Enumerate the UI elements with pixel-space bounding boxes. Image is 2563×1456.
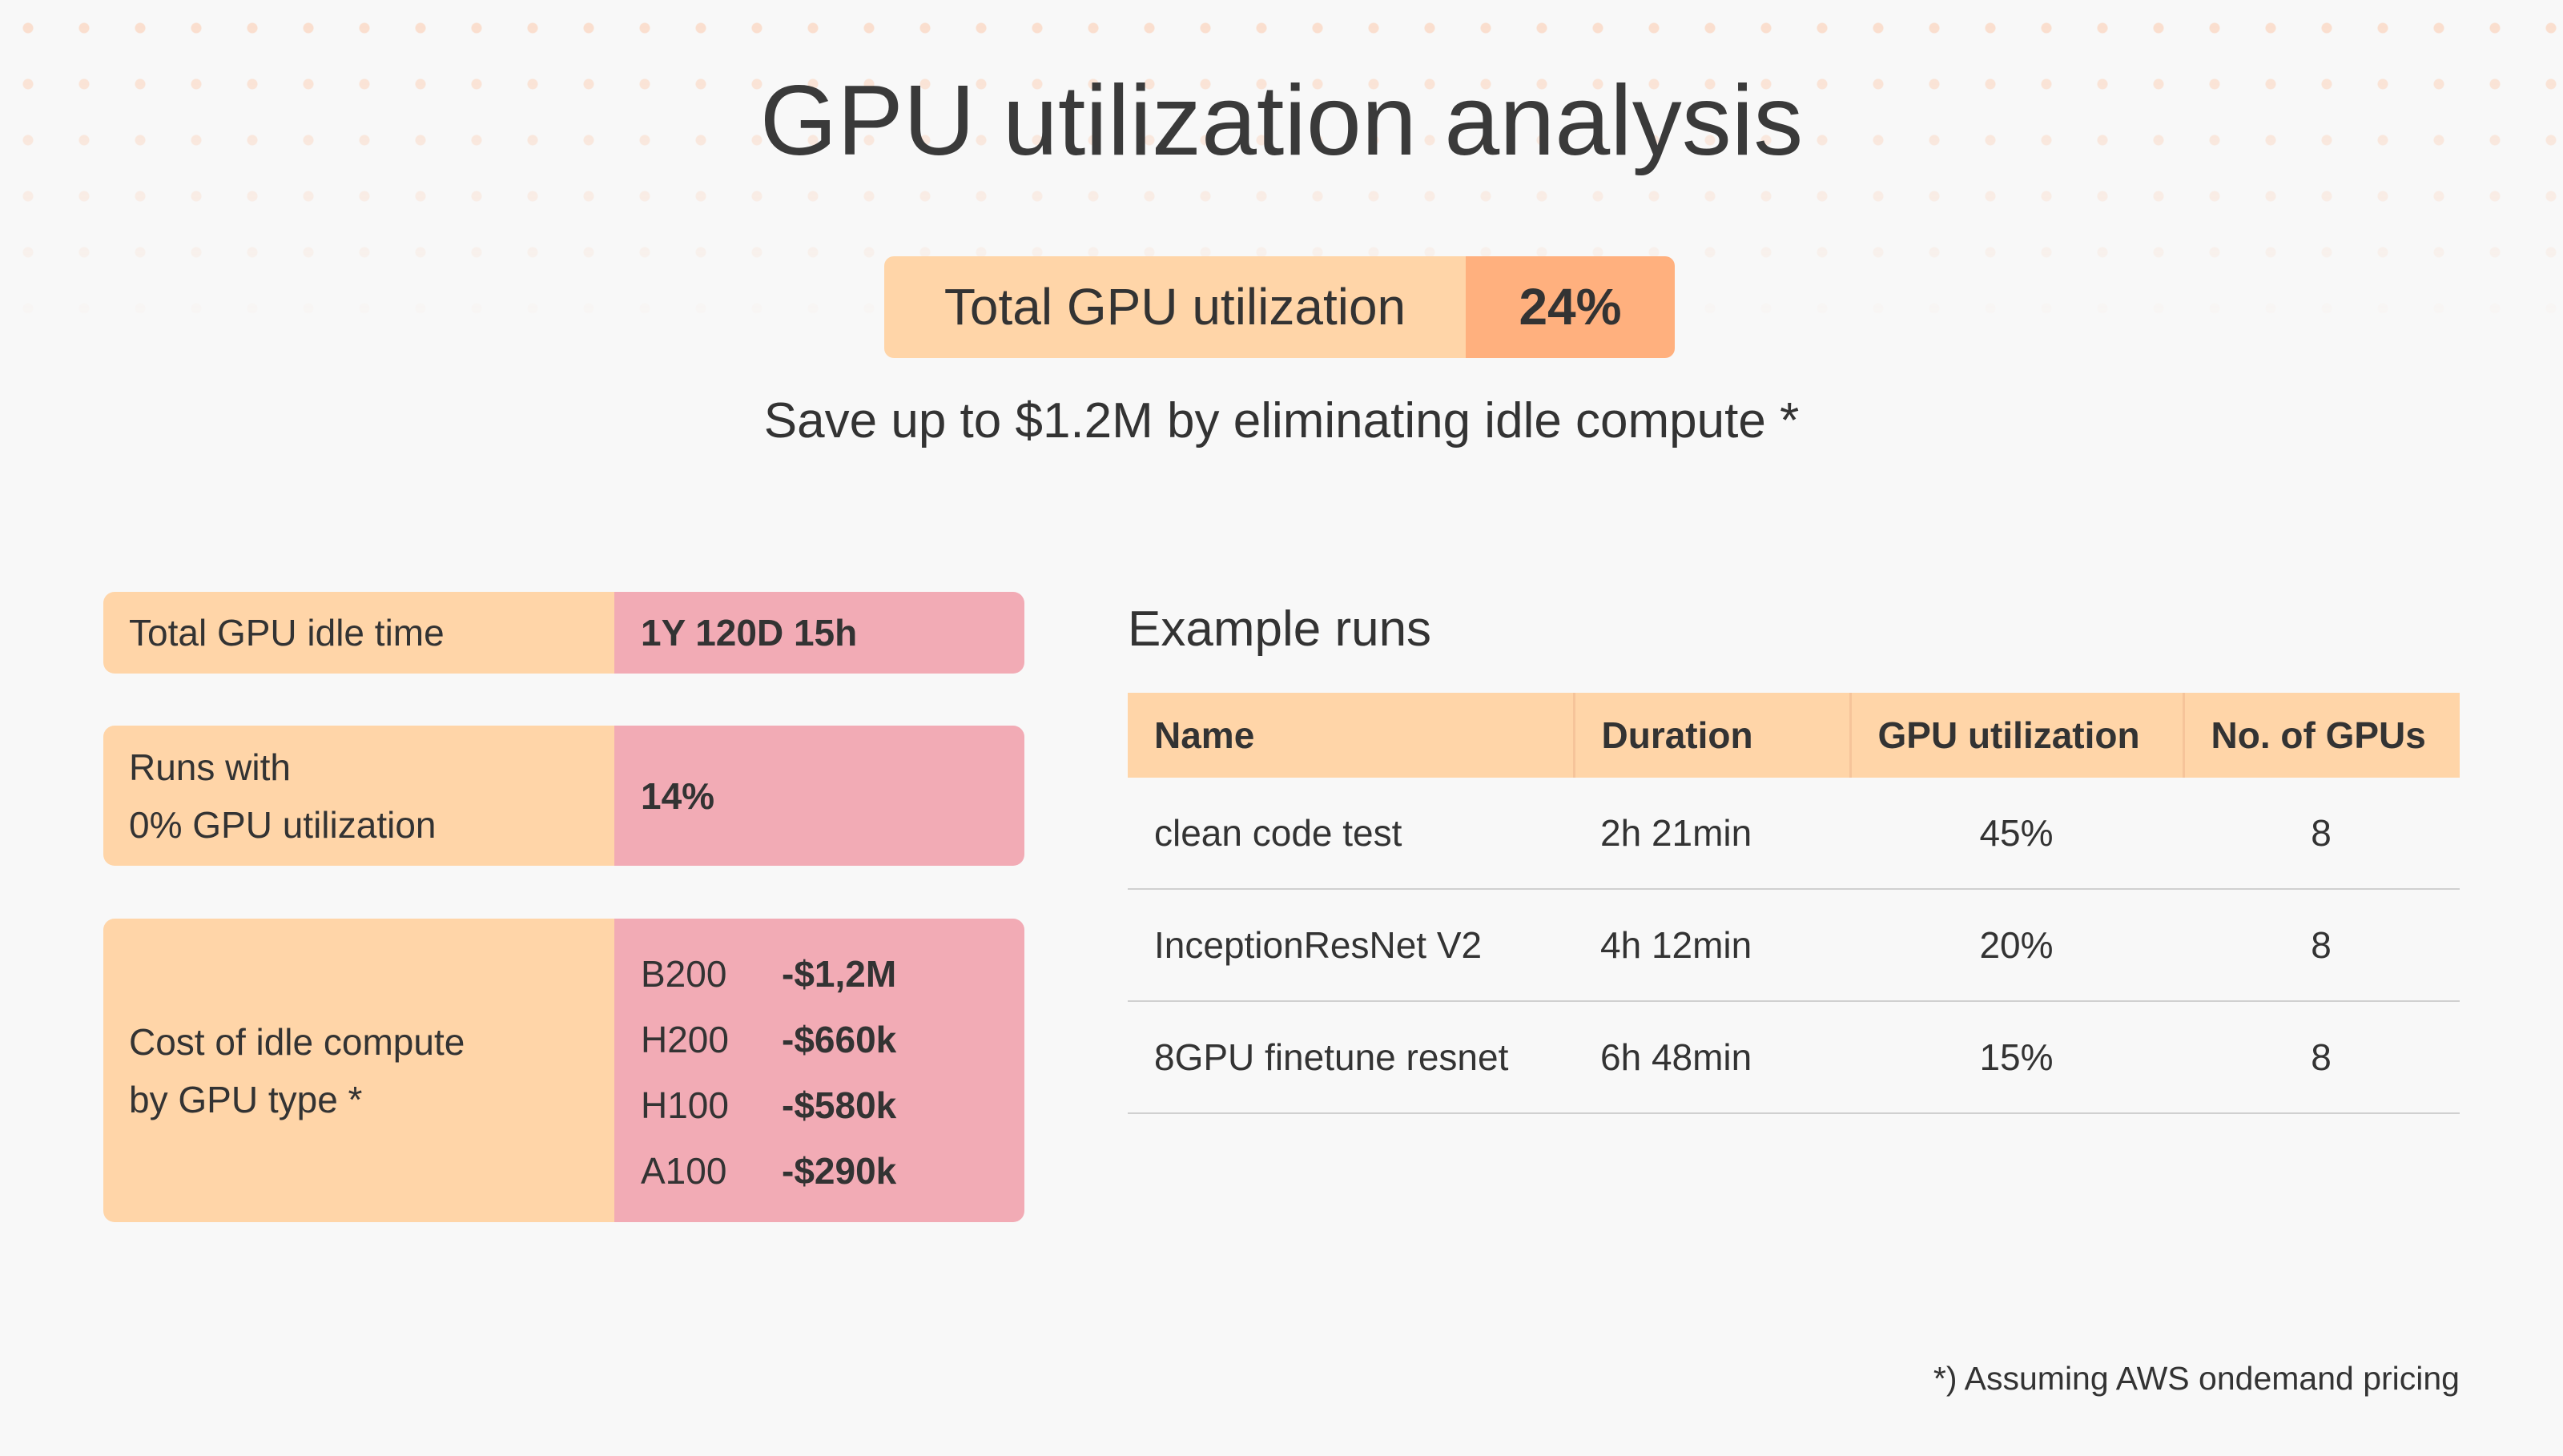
gpu-cost: -$580k bbox=[782, 1084, 897, 1126]
column-header: GPU utilization bbox=[1849, 693, 2183, 778]
summary-label: Total GPU utilization bbox=[884, 256, 1466, 358]
stat-value: 14% bbox=[614, 726, 1024, 866]
cost-row: H100 -$580k bbox=[641, 1084, 896, 1127]
stat-label-text: Cost of idle compute bbox=[129, 1020, 465, 1063]
stat-value: 1Y 120D 15h bbox=[614, 592, 1024, 674]
table-row: InceptionResNet V2 4h 12min 20% 8 bbox=[1128, 889, 2460, 1002]
column-header: No. of GPUs bbox=[2182, 693, 2460, 778]
stat-label: Runs with 0% GPU utilization bbox=[103, 726, 614, 866]
table-cell: 4h 12min bbox=[1574, 889, 1850, 1002]
cost-row: H200 -$660k bbox=[641, 1018, 896, 1061]
stat-label: Total GPU idle time bbox=[103, 592, 614, 674]
table-cell: 6h 48min bbox=[1574, 1001, 1850, 1114]
stat-label-text: Runs with bbox=[129, 746, 291, 788]
table-cell: 8 bbox=[2183, 778, 2460, 890]
gpu-type: H200 bbox=[641, 1019, 729, 1060]
gpu-cost: -$660k bbox=[782, 1019, 897, 1060]
table-cell: InceptionResNet V2 bbox=[1128, 889, 1574, 1002]
gpu-type: H100 bbox=[641, 1084, 729, 1126]
stat-label-text: by GPU type * bbox=[129, 1078, 363, 1120]
summary-value: 24% bbox=[1466, 256, 1675, 358]
table-cell: 45% bbox=[1850, 778, 2183, 890]
table-cell: clean code test bbox=[1128, 778, 1574, 890]
runs-table: Name Duration GPU utilization No. of GPUs c… bbox=[1128, 693, 2460, 1114]
page-title: GPU utilization analysis bbox=[759, 66, 1804, 176]
table-cell: 8 bbox=[2183, 1001, 2460, 1114]
table-cell: 8 bbox=[2183, 889, 2460, 1002]
stat-label-text: 0% GPU utilization bbox=[129, 803, 437, 846]
cost-row: A100 -$290k bbox=[641, 1149, 896, 1193]
subtitle: Save up to $1.2M by eliminating idle com… bbox=[763, 393, 1800, 448]
cost-row: B200 -$1,2M bbox=[641, 952, 896, 995]
gpu-type: A100 bbox=[641, 1150, 727, 1192]
table-row: 8GPU finetune resnet 6h 48min 15% 8 bbox=[1128, 1001, 2460, 1114]
gpu-cost: -$290k bbox=[782, 1150, 897, 1192]
gpu-cost: -$1,2M bbox=[782, 953, 897, 995]
stat-value-text: 1Y 120D 15h bbox=[641, 612, 858, 654]
footnote: *) Assuming AWS ondemand pricing bbox=[1933, 1360, 2460, 1397]
column-header: Duration bbox=[1572, 693, 1850, 778]
stat-value-text: 14% bbox=[641, 774, 715, 817]
table-cell: 20% bbox=[1850, 889, 2183, 1002]
runs-title: Example runs bbox=[1128, 601, 1432, 657]
table-cell: 15% bbox=[1850, 1001, 2183, 1114]
table-cell: 2h 21min bbox=[1574, 778, 1850, 890]
gpu-type: B200 bbox=[641, 953, 727, 995]
table-cell: 8GPU finetune resnet bbox=[1128, 1001, 1574, 1114]
stat-label: Cost of idle compute by GPU type * bbox=[103, 919, 614, 1222]
stat-label-text: Total GPU idle time bbox=[129, 612, 445, 654]
header-row: Name Duration GPU utilization No. of GPUs bbox=[1128, 693, 2460, 778]
table-row: clean code test 2h 21min 45% 8 bbox=[1128, 778, 2460, 890]
cost-list: B200 -$1,2M H200 -$660k H100 -$580k A100 -$290k bbox=[614, 919, 1024, 1222]
column-header: Name bbox=[1128, 693, 1574, 778]
